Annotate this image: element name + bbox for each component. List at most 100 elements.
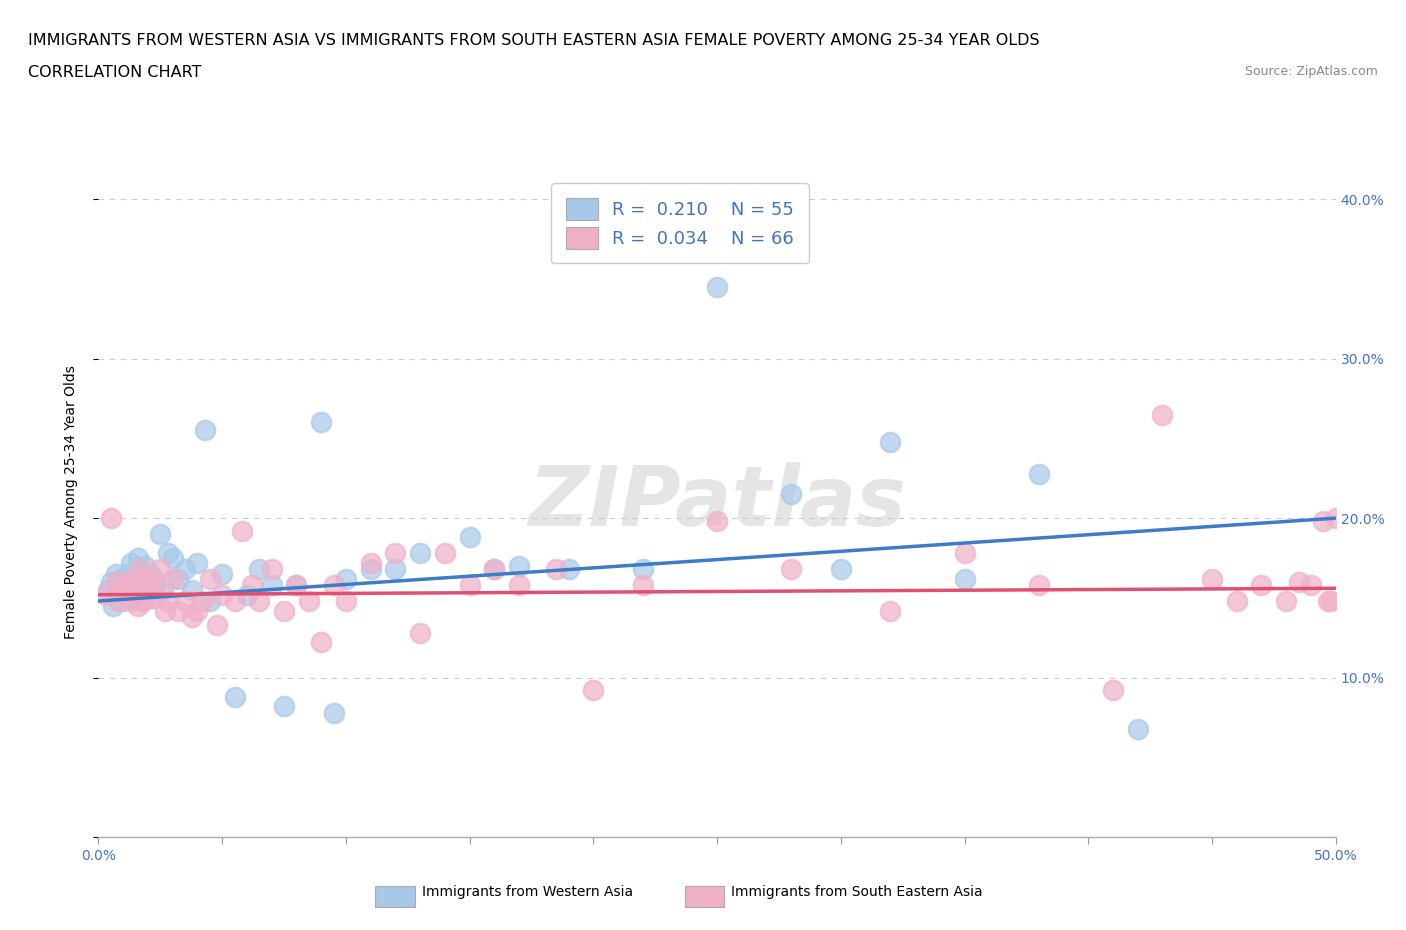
Point: [830, 562, 852, 577]
Point: [156, 593, 179, 608]
Point: [104, 575, 127, 590]
Point: [260, 578, 283, 592]
Point: [166, 571, 188, 586]
Point: [181, 609, 204, 624]
Point: [706, 514, 728, 529]
Point: [112, 578, 135, 592]
Y-axis label: Female Poverty Among 25-34 Year Olds: Female Poverty Among 25-34 Year Olds: [63, 365, 77, 639]
Point: [134, 559, 156, 574]
Point: [409, 546, 432, 561]
Point: [309, 415, 332, 430]
Point: [127, 598, 149, 613]
Point: [322, 705, 344, 720]
Point: [335, 593, 357, 608]
Point: [114, 582, 136, 597]
Text: Source: ZipAtlas.com: Source: ZipAtlas.com: [1244, 65, 1378, 78]
Point: [433, 546, 456, 561]
Point: [879, 604, 901, 618]
Point: [360, 555, 382, 570]
Point: [780, 562, 803, 577]
Point: [706, 280, 728, 295]
Point: [1201, 571, 1223, 586]
Point: [384, 546, 406, 561]
Point: [156, 546, 179, 561]
Point: [107, 593, 129, 608]
Point: [557, 562, 579, 577]
Point: [322, 578, 344, 592]
Point: [484, 562, 506, 577]
Point: [120, 593, 142, 608]
Point: [247, 593, 270, 608]
Point: [107, 582, 129, 597]
Point: [155, 604, 177, 618]
Text: Immigrants from Western Asia: Immigrants from Western Asia: [422, 885, 633, 899]
Point: [142, 591, 165, 605]
Point: [285, 578, 308, 592]
Point: [780, 486, 803, 501]
Point: [458, 578, 481, 592]
Point: [1028, 466, 1050, 481]
Point: [162, 571, 184, 586]
Point: [143, 578, 166, 592]
Point: [166, 604, 188, 618]
Point: [247, 562, 270, 577]
Point: [132, 593, 155, 608]
Point: [191, 593, 214, 608]
Point: [174, 562, 197, 577]
Point: [100, 575, 122, 590]
Point: [110, 571, 132, 586]
Text: ZIPatlas: ZIPatlas: [529, 461, 905, 543]
Point: [103, 598, 125, 613]
Point: [134, 578, 156, 592]
Point: [112, 593, 135, 608]
Point: [335, 571, 357, 586]
Point: [1126, 721, 1149, 736]
Point: [298, 593, 321, 608]
Point: [136, 578, 159, 592]
Point: [953, 546, 976, 561]
Point: [1028, 578, 1050, 592]
Point: [129, 578, 152, 592]
Point: [211, 566, 233, 581]
Point: [132, 593, 155, 608]
Point: [97, 582, 120, 597]
Point: [360, 562, 382, 577]
Point: [484, 562, 506, 577]
Point: [224, 593, 246, 608]
Point: [273, 604, 295, 618]
Point: [285, 578, 308, 592]
Point: [114, 587, 136, 602]
Point: [149, 562, 172, 577]
Point: [384, 562, 406, 577]
Text: Immigrants from South Eastern Asia: Immigrants from South Eastern Asia: [731, 885, 983, 899]
Point: [186, 604, 208, 618]
Point: [117, 575, 139, 590]
Point: [631, 578, 654, 592]
Point: [1319, 593, 1341, 608]
Point: [124, 571, 146, 586]
Point: [879, 434, 901, 449]
Point: [1324, 511, 1347, 525]
Point: [104, 566, 127, 581]
Point: [582, 683, 605, 698]
Point: [1226, 593, 1249, 608]
Point: [953, 571, 976, 586]
Point: [143, 575, 166, 590]
Point: [546, 562, 568, 577]
Point: [152, 582, 174, 597]
Point: [631, 562, 654, 577]
Point: [1317, 593, 1340, 608]
Point: [149, 526, 172, 541]
Point: [181, 582, 204, 597]
Point: [309, 635, 332, 650]
Text: CORRELATION CHART: CORRELATION CHART: [28, 65, 201, 80]
Point: [1152, 407, 1174, 422]
Point: [194, 423, 217, 438]
Point: [117, 566, 139, 581]
Point: [139, 566, 162, 581]
Point: [224, 689, 246, 704]
Point: [129, 562, 152, 577]
Point: [260, 562, 283, 577]
Point: [1275, 593, 1298, 608]
Point: [94, 587, 117, 602]
